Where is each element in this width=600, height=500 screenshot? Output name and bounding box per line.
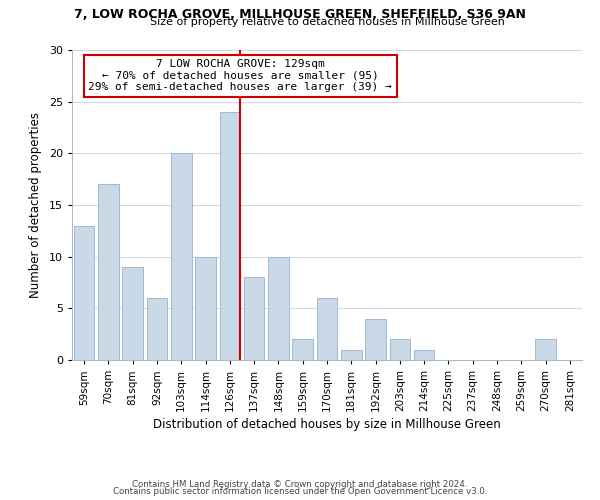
- Bar: [146, 298, 167, 360]
- Text: Contains public sector information licensed under the Open Government Licence v3: Contains public sector information licen…: [113, 487, 487, 496]
- Bar: [414, 350, 434, 360]
- Bar: [292, 340, 313, 360]
- Bar: [535, 340, 556, 360]
- Bar: [268, 256, 289, 360]
- Text: Contains HM Land Registry data © Crown copyright and database right 2024.: Contains HM Land Registry data © Crown c…: [132, 480, 468, 489]
- Bar: [122, 267, 143, 360]
- Bar: [171, 154, 191, 360]
- Bar: [389, 340, 410, 360]
- Bar: [317, 298, 337, 360]
- Text: 7 LOW ROCHA GROVE: 129sqm
← 70% of detached houses are smaller (95)
29% of semi-: 7 LOW ROCHA GROVE: 129sqm ← 70% of detac…: [88, 60, 392, 92]
- Text: 7, LOW ROCHA GROVE, MILLHOUSE GREEN, SHEFFIELD, S36 9AN: 7, LOW ROCHA GROVE, MILLHOUSE GREEN, SHE…: [74, 8, 526, 20]
- Bar: [220, 112, 240, 360]
- X-axis label: Distribution of detached houses by size in Millhouse Green: Distribution of detached houses by size …: [153, 418, 501, 431]
- Bar: [74, 226, 94, 360]
- Bar: [98, 184, 119, 360]
- Bar: [195, 256, 216, 360]
- Bar: [365, 318, 386, 360]
- Bar: [341, 350, 362, 360]
- Title: Size of property relative to detached houses in Millhouse Green: Size of property relative to detached ho…: [149, 17, 505, 27]
- Y-axis label: Number of detached properties: Number of detached properties: [29, 112, 42, 298]
- Bar: [244, 278, 265, 360]
